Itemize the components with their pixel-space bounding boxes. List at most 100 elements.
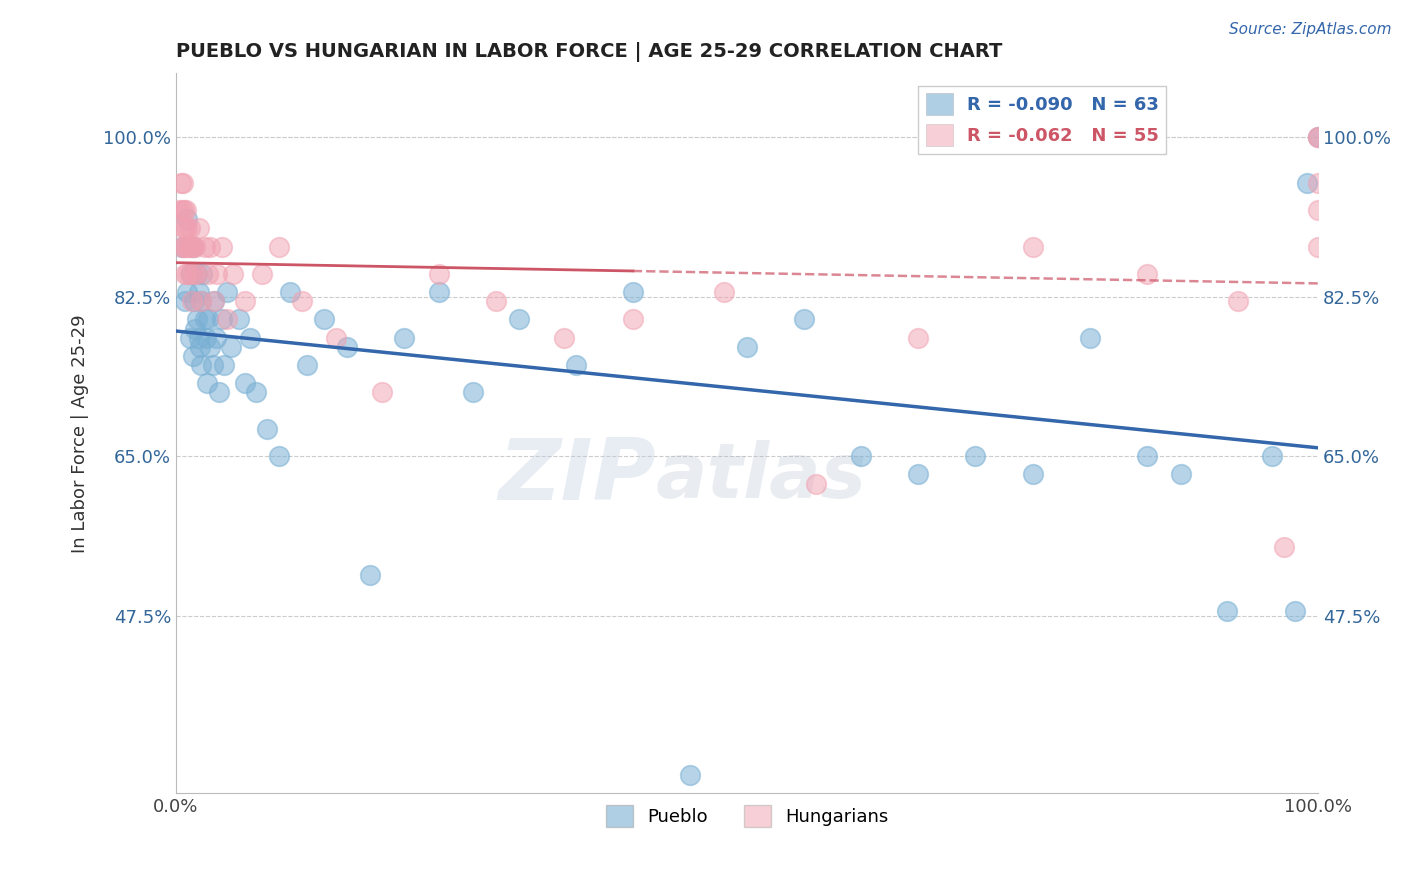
Point [256,422,278,436]
Point [1308,130,1330,145]
Point [291,294,314,309]
Point [202,294,225,309]
Point [851,449,873,463]
Point [217,285,239,300]
Point [190,294,212,309]
Point [186,267,208,281]
Point [713,285,735,300]
Point [222,267,245,281]
Point [427,285,450,300]
Point [228,312,250,326]
Y-axis label: In Labor Force | Age 25-29: In Labor Force | Age 25-29 [72,314,89,553]
Point [394,331,416,345]
Point [205,267,228,281]
Point [169,203,191,218]
Point [211,239,233,253]
Point [1136,267,1159,281]
Point [621,285,644,300]
Point [212,358,235,372]
Point [907,331,929,345]
Point [621,312,644,326]
Point [179,331,201,345]
Point [267,239,290,253]
Point [461,385,484,400]
Point [174,221,197,235]
Point [174,203,197,218]
Point [170,203,193,218]
Point [233,376,256,391]
Point [1021,239,1043,253]
Point [1308,130,1330,145]
Point [1272,541,1295,555]
Legend: Pueblo, Hungarians: Pueblo, Hungarians [599,798,896,835]
Point [190,294,212,309]
Text: Source: ZipAtlas.com: Source: ZipAtlas.com [1229,22,1392,37]
Point [177,239,200,253]
Point [205,331,228,345]
Point [176,221,198,235]
Point [181,349,204,363]
Point [250,267,273,281]
Point [172,221,194,235]
Point [193,239,215,253]
Point [278,285,301,300]
Point [336,340,359,354]
Point [219,340,242,354]
Point [170,239,193,253]
Point [208,385,231,400]
Point [184,239,207,253]
Point [187,331,209,345]
Point [187,221,209,235]
Point [188,340,211,354]
Point [181,294,204,309]
Point [169,176,191,190]
Point [1308,130,1330,145]
Point [735,340,758,354]
Point [186,312,208,326]
Point [553,331,575,345]
Point [239,331,262,345]
Point [195,376,218,391]
Point [197,267,219,281]
Point [427,267,450,281]
Point [1284,604,1306,618]
Point [804,476,827,491]
Point [370,385,392,400]
Point [1216,604,1239,618]
Point [1308,203,1330,218]
Point [325,331,347,345]
Point [1261,449,1284,463]
Point [176,285,198,300]
Point [907,467,929,482]
Point [297,358,319,372]
Text: ZIP: ZIP [498,435,655,518]
Point [173,203,195,218]
Point [485,294,508,309]
Point [173,239,195,253]
Point [1227,294,1250,309]
Point [187,285,209,300]
Point [217,312,239,326]
Text: PUEBLO VS HUNGARIAN IN LABOR FORCE | AGE 25-29 CORRELATION CHART: PUEBLO VS HUNGARIAN IN LABOR FORCE | AGE… [176,42,1002,62]
Text: atlas: atlas [655,440,868,514]
Point [564,358,586,372]
Point [190,358,212,372]
Point [181,239,204,253]
Point [179,221,201,235]
Point [1308,176,1330,190]
Point [211,312,233,326]
Point [1136,449,1159,463]
Point [186,267,208,281]
Point [197,312,219,326]
Point [170,239,193,253]
Point [180,267,202,281]
Point [183,294,205,309]
Point [194,331,217,345]
Point [174,294,197,309]
Point [176,212,198,227]
Point [1021,467,1043,482]
Point [183,267,205,281]
Point [179,267,201,281]
Point [793,312,815,326]
Point [1295,176,1317,190]
